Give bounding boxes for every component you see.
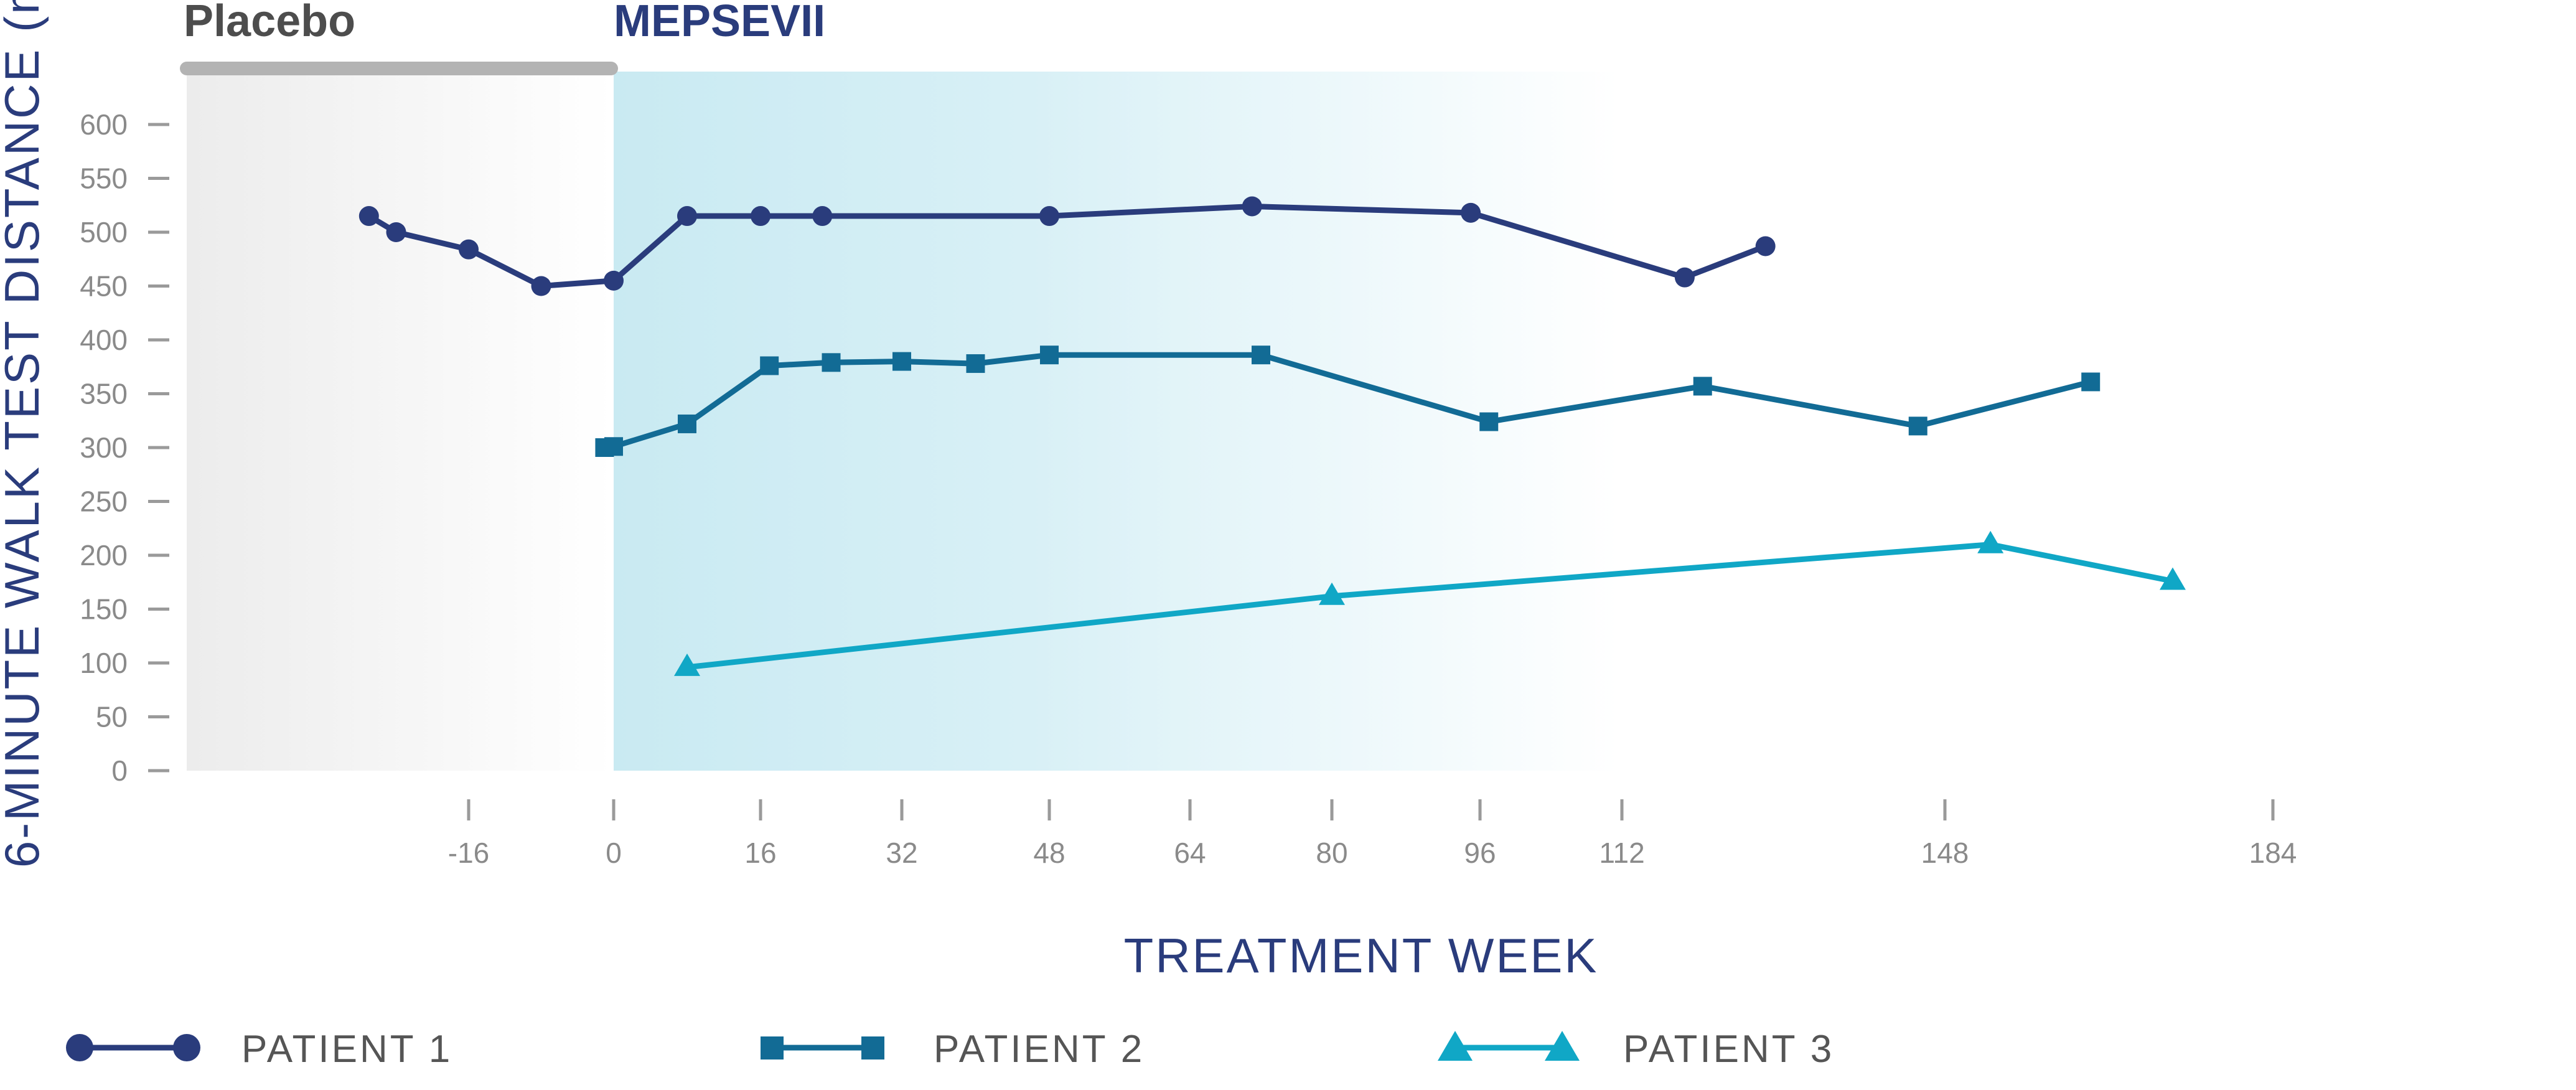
legend-item-patient-2: PATIENT 2	[761, 1028, 1145, 1071]
data-point	[1908, 416, 1927, 436]
legend: PATIENT 1 PATIENT 2 PATIENT 3	[66, 1028, 1834, 1071]
x-tick-label: 80	[1316, 837, 1347, 869]
x-tick-label: 48	[1033, 837, 1065, 869]
mepsevii-phase-label: MEPSEVII	[614, 0, 825, 46]
y-tick-label: 500	[80, 216, 128, 248]
placebo-phase-label: Placebo	[184, 0, 355, 46]
treatment-region	[614, 72, 1796, 771]
data-point	[1977, 530, 2004, 553]
y-axis-title: 6-MINUTE WALK TEST DISTANCE (m)	[0, 0, 49, 868]
y-tick-label: 450	[80, 270, 128, 303]
data-point	[892, 352, 911, 371]
legend-patient-1-marker-right	[173, 1034, 200, 1061]
legend-patient-1-label: PATIENT 1	[241, 1028, 452, 1071]
legend-patient-2-marker-left	[761, 1036, 784, 1059]
data-point	[1755, 236, 1776, 256]
data-point	[678, 414, 696, 433]
x-tick-label: 148	[1921, 837, 1969, 869]
data-point	[812, 206, 833, 227]
data-point	[1693, 377, 1712, 396]
data-point	[1319, 582, 1345, 605]
y-tick-label: 400	[80, 324, 128, 356]
data-point	[1479, 412, 1499, 431]
y-tick-label: 300	[80, 431, 128, 464]
data-point	[386, 222, 406, 242]
x-tick-label: 16	[744, 837, 776, 869]
data-point	[459, 239, 479, 260]
y-tick-label: 50	[96, 701, 128, 733]
legend-patient-3-marker-left	[1438, 1031, 1473, 1061]
data-point	[604, 437, 623, 456]
y-tick-label: 350	[80, 378, 128, 410]
data-point	[358, 206, 379, 227]
data-point	[674, 653, 700, 676]
x-tick-label: 112	[1599, 837, 1644, 869]
y-tick-label: 100	[80, 647, 128, 679]
legend-item-patient-3: PATIENT 3	[1438, 1028, 1834, 1071]
series-layer	[358, 196, 2186, 676]
series-patient-3	[674, 530, 2186, 676]
series-line	[686, 542, 2173, 670]
data-point	[1461, 202, 1481, 223]
y-tick-label: 550	[80, 162, 128, 195]
legend-patient-2-marker-right	[861, 1036, 884, 1059]
data-point	[1242, 196, 1262, 217]
series-patient-2	[595, 345, 2101, 457]
legend-item-patient-1: PATIENT 1	[66, 1028, 452, 1071]
x-axis-title: TREATMENT WEEK	[1124, 928, 1599, 983]
y-axis: 0 50 100 150 200 250 300 350 400 450 500 550 600	[80, 108, 169, 787]
legend-patient-3-label: PATIENT 3	[1623, 1028, 1834, 1071]
legend-patient-1-marker-left	[66, 1034, 93, 1061]
y-tick-label: 150	[80, 593, 128, 626]
x-tick-label: 0	[606, 837, 622, 869]
data-point	[677, 206, 697, 227]
data-point	[1040, 345, 1059, 365]
data-point	[604, 270, 624, 291]
x-axis: -16 0 16 32 48 64 80 96 112 148 184	[448, 799, 2297, 869]
data-point	[1039, 206, 1059, 227]
data-point	[531, 276, 551, 296]
data-point	[1674, 267, 1695, 288]
y-tick-label: 600	[80, 108, 128, 141]
data-point	[966, 354, 985, 374]
legend-patient-3-marker-right	[1545, 1031, 1580, 1061]
x-tick-label: -16	[448, 837, 489, 869]
x-tick-label: 184	[2249, 837, 2297, 869]
y-tick-label: 250	[80, 486, 128, 518]
y-tick-label: 200	[80, 539, 128, 571]
x-tick-label: 32	[886, 837, 917, 869]
data-point	[760, 356, 779, 375]
series-patient-1	[358, 196, 1776, 296]
x-tick-label: 64	[1174, 837, 1206, 869]
data-point	[822, 353, 841, 372]
y-tick-label: 0	[111, 754, 128, 787]
legend-patient-2-label: PATIENT 2	[934, 1028, 1145, 1071]
x-tick-label: 96	[1464, 837, 1496, 869]
placebo-region	[187, 72, 614, 771]
data-point	[2081, 372, 2101, 392]
data-point	[2159, 567, 2186, 590]
data-point	[751, 206, 770, 227]
data-point	[1252, 345, 1270, 365]
